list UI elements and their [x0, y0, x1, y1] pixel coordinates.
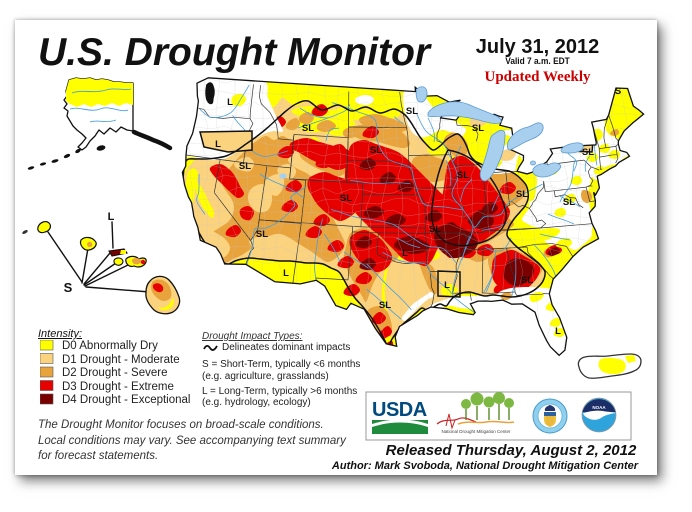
svg-text:L: L	[215, 139, 221, 150]
svg-text:SL: SL	[256, 229, 268, 240]
svg-text:L: L	[227, 97, 233, 108]
svg-text:SL: SL	[239, 161, 251, 172]
svg-text:SL: SL	[302, 123, 314, 134]
svg-text:SL: SL	[563, 197, 575, 208]
svg-text:L: L	[402, 248, 408, 259]
svg-text:L: L	[555, 326, 561, 337]
svg-text:SL: SL	[429, 224, 441, 235]
svg-text:NOAA: NOAA	[592, 405, 606, 410]
svg-text:L: L	[444, 280, 450, 291]
svg-text:SL: SL	[516, 189, 528, 200]
svg-text:S: S	[615, 86, 621, 97]
svg-text:SL: SL	[379, 300, 391, 311]
svg-text:SL: SL	[406, 106, 418, 117]
svg-text:SL: SL	[340, 193, 352, 204]
svg-text:USDA: USDA	[372, 399, 427, 421]
svg-text:National Drought Mitigation Ce: National Drought Mitigation Center	[441, 429, 511, 434]
svg-text:SL: SL	[582, 147, 594, 158]
svg-text:SL: SL	[370, 145, 382, 156]
svg-text:SL: SL	[472, 123, 484, 134]
svg-text:L: L	[108, 211, 115, 223]
svg-text:SL: SL	[521, 275, 533, 286]
svg-text:S: S	[64, 280, 73, 295]
svg-text:L: L	[283, 268, 289, 279]
svg-text:SL: SL	[457, 170, 469, 181]
